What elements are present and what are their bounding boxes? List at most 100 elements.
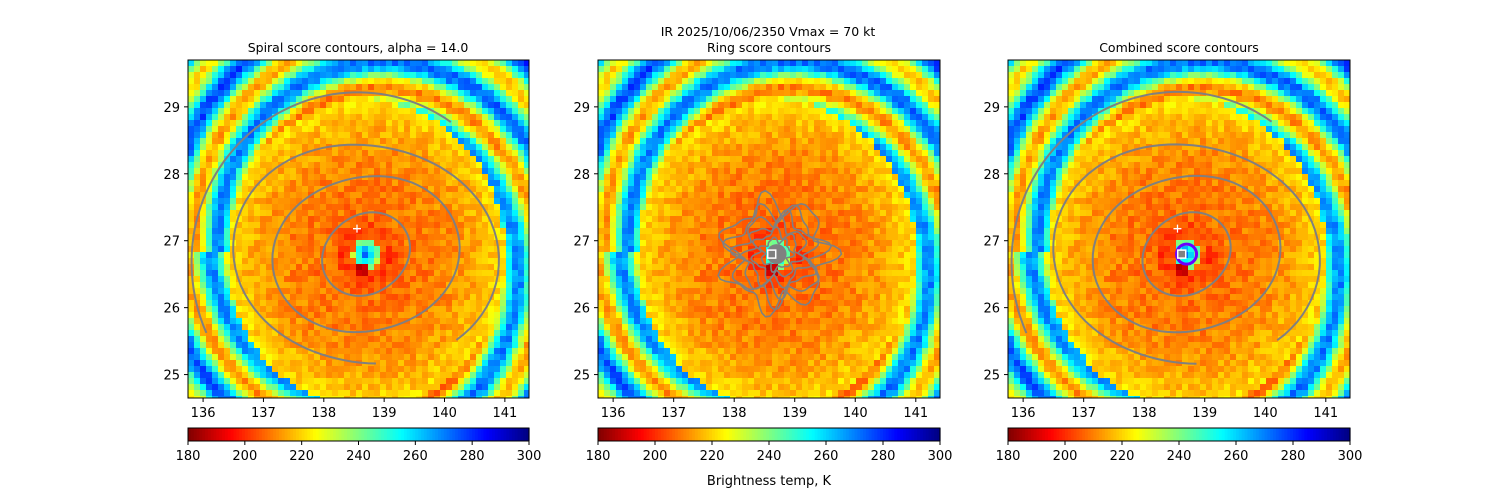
colorbar-segment <box>1136 428 1140 441</box>
colorbar-segment <box>455 428 459 441</box>
colorbar-tick-label: 180 <box>996 449 1021 464</box>
colorbar-segment <box>1076 428 1080 441</box>
x-tick-label: 138 <box>722 406 747 421</box>
colorbar-segment <box>1010 428 1015 441</box>
colorbar-segment <box>1176 428 1180 441</box>
colorbar-segment <box>1327 428 1331 441</box>
colorbar-segment <box>338 428 343 441</box>
x-tick-label: 138 <box>1132 406 1157 421</box>
colorbar-segment <box>920 428 924 441</box>
y-tick-label: 28 <box>573 168 590 183</box>
colorbar-segment <box>646 428 650 441</box>
colorbar-segment <box>1019 428 1023 441</box>
colorbar-segment <box>503 428 507 441</box>
y-tick-label: 28 <box>163 168 180 183</box>
colorbar-segment <box>372 428 377 441</box>
colorbar-segment <box>680 428 685 441</box>
colorbar-segment <box>1293 428 1297 441</box>
colorbar-segment <box>492 428 496 441</box>
contour-line <box>739 216 813 289</box>
colorbar-segment <box>848 428 853 441</box>
colorbar-segment <box>1210 428 1214 441</box>
colorbar-segment <box>925 428 930 441</box>
colorbar-segment <box>814 428 819 441</box>
colorbar-segment <box>406 428 411 441</box>
colorbar-segment <box>216 428 220 441</box>
colorbar-segment <box>617 428 622 441</box>
panel-ring: Ring score contours 136 137 138 139 140 141 25… <box>573 40 952 464</box>
contour-line <box>758 236 796 273</box>
colorbar-segment <box>313 428 317 441</box>
score-contours <box>717 189 843 318</box>
colorbar-tick-label: 260 <box>814 449 839 464</box>
contour-line <box>321 211 412 297</box>
colorbar-segment <box>700 428 705 441</box>
colorbar-segment <box>757 428 762 441</box>
colorbar-segment <box>726 428 730 441</box>
colorbar-segment <box>509 428 513 441</box>
colorbar-segment <box>293 428 297 441</box>
colorbar-segment <box>1332 428 1337 441</box>
x-tick-label: 137 <box>661 406 686 421</box>
colorbar-segment <box>1255 428 1260 441</box>
colorbar-segment <box>845 428 850 441</box>
x-tick-label: 140 <box>843 406 868 421</box>
y-tick-label: 25 <box>983 369 1000 384</box>
colorbar-segment <box>1284 428 1288 441</box>
score-contours <box>1010 90 1321 365</box>
colorbar-segment <box>729 428 733 441</box>
colorbar-segment <box>244 428 249 441</box>
colorbar-segment <box>712 428 716 441</box>
colorbar-segment <box>398 428 402 441</box>
colorbar-segment <box>803 428 807 441</box>
colorbar-segment <box>384 428 388 441</box>
colorbar-segment <box>774 428 779 441</box>
colorbar-segment <box>1187 428 1191 441</box>
colorbar: 180 200 220 240 260 280 300 <box>996 427 1362 464</box>
colorbar-segment <box>369 428 374 441</box>
colorbar-segment <box>689 428 693 441</box>
colorbar-label: Brightness temp, K <box>707 474 832 489</box>
colorbar-segment <box>692 428 696 441</box>
colorbar-segment <box>831 428 836 441</box>
colorbar-segment <box>1295 428 1300 441</box>
colorbar-segment <box>674 428 679 441</box>
colorbar-segment <box>355 428 360 441</box>
colorbar-segment <box>1164 428 1169 441</box>
colorbar-segment <box>820 428 824 441</box>
colorbar-segment <box>677 428 682 441</box>
colorbar-segment <box>837 428 841 441</box>
colorbar-segment <box>1084 428 1089 441</box>
x-tick-label: 140 <box>432 406 457 421</box>
colorbar-segment <box>332 428 337 441</box>
colorbar-segment <box>1096 428 1100 441</box>
colorbar-segment <box>786 428 790 441</box>
colorbar-segment <box>1224 428 1229 441</box>
y-tick-label: 29 <box>573 101 590 116</box>
colorbar-segment <box>1179 428 1183 441</box>
colorbar-segment <box>1045 428 1049 441</box>
colorbar-segment <box>865 428 870 441</box>
colorbar-segment <box>615 428 619 441</box>
colorbar-segment <box>1161 428 1166 441</box>
colorbar-segment <box>666 428 670 441</box>
colorbar-segment <box>751 428 756 441</box>
colorbar-segment <box>1216 428 1220 441</box>
colorbar-segment <box>426 428 431 441</box>
colorbar-segment <box>452 428 456 441</box>
eye-ring-marker <box>1175 242 1199 266</box>
x-tick-label: 140 <box>1253 406 1278 421</box>
colorbar-segment <box>193 428 198 441</box>
colorbar-segment <box>301 428 306 441</box>
colorbar-segment <box>1153 428 1157 441</box>
colorbar-segment <box>911 428 915 441</box>
colorbar-segment <box>327 428 331 441</box>
colorbar-segment <box>1156 428 1160 441</box>
colorbar-segment <box>304 428 308 441</box>
colorbar-segment <box>1062 428 1066 441</box>
colorbar-segment <box>381 428 385 441</box>
colorbar-tick-label: 220 <box>289 449 314 464</box>
colorbar-tick-label: 280 <box>460 449 485 464</box>
colorbar-segment <box>863 428 867 441</box>
